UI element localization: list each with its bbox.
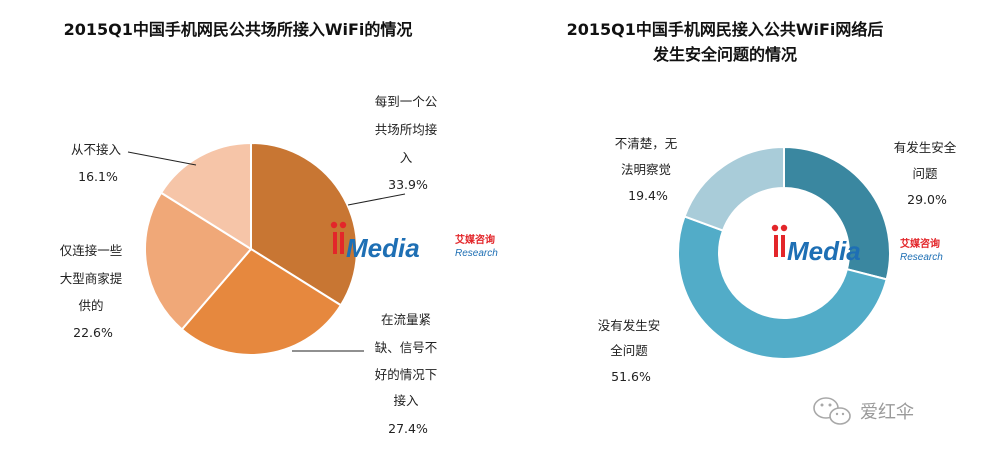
svg-text:Media: Media	[346, 233, 420, 263]
pie-slice	[180, 247, 343, 356]
label-line: 没有发生安	[598, 318, 661, 333]
label-line: 仅连接一些	[60, 243, 123, 258]
data-label: 没有发生安 全问题 51.6%	[598, 318, 665, 384]
svg-text:Media: Media	[787, 236, 861, 266]
label-percent: 16.1%	[78, 169, 118, 184]
label-line: 不清楚，无	[615, 136, 678, 151]
data-label: 每到一个公 共场所均接 入 33.9%	[375, 94, 442, 192]
data-label: 仅连接一些 大型商家提 供的 22.6%	[60, 243, 127, 340]
svg-text:Research: Research	[455, 248, 498, 259]
label-line: 接入	[394, 393, 420, 408]
label-line: 入	[400, 150, 413, 165]
label-percent: 27.4%	[388, 421, 428, 436]
data-label: 不清楚，无 法明察觉 19.4%	[615, 136, 682, 203]
label-line: 从不接入	[71, 142, 122, 157]
svg-text:艾媒咨询: 艾媒咨询	[455, 233, 495, 246]
leader-line	[127, 151, 197, 166]
label-line: 供的	[79, 298, 104, 313]
label-line: 问题	[913, 166, 939, 181]
svg-text:Research: Research	[900, 252, 943, 263]
label-line: 法明察觉	[621, 162, 671, 177]
wechat-icon	[813, 397, 851, 425]
iimedia-logo: Media 艾媒咨询 Research	[771, 224, 943, 266]
pie-slice	[677, 215, 888, 360]
label-line: 大型商家提	[60, 271, 123, 286]
donut-chart-security: 2015Q1中国手机网民接入公共WiFi网络后 发生安全问题的情况 有发生安全 …	[567, 20, 961, 384]
label-line: 共场所均接	[375, 122, 438, 137]
label-line: 全问题	[610, 343, 648, 358]
pie-chart-wifi-access: 2015Q1中国手机网民公共场所接入WiFi的情况 每到一个公 共场所均接 入 …	[60, 20, 498, 436]
leader-line	[347, 193, 406, 206]
iimedia-logo: Media 艾媒咨询 Research	[330, 221, 498, 263]
label-line: 在流量紧	[381, 312, 431, 327]
data-label: 在流量紧 缺、信号不 好的情况下 接入 27.4%	[375, 312, 442, 436]
label-percent: 33.9%	[388, 177, 428, 192]
wechat-account-name: 爱红伞	[860, 402, 914, 423]
wechat-account-badge: 爱红伞	[813, 397, 914, 425]
chart-title-line: 2015Q1中国手机网民接入公共WiFi网络后	[567, 20, 884, 39]
label-percent: 29.0%	[907, 192, 947, 207]
label-percent: 22.6%	[73, 325, 113, 340]
label-percent: 51.6%	[611, 369, 651, 384]
pie-slice	[144, 191, 253, 331]
label-line: 有发生安全	[894, 140, 957, 155]
label-line: 好的情况下	[375, 367, 438, 382]
label-line: 每到一个公	[375, 94, 438, 109]
pie-slice	[783, 145, 891, 281]
pie-slice	[159, 141, 252, 251]
chart-title: 2015Q1中国手机网民公共场所接入WiFi的情况	[64, 20, 413, 39]
data-label: 从不接入 16.1%	[71, 142, 125, 184]
data-label: 有发生安全 问题 29.0%	[894, 140, 961, 207]
label-line: 缺、信号不	[375, 340, 438, 355]
pie-slice	[683, 145, 785, 232]
chart-title-line: 发生安全问题的情况	[652, 45, 797, 64]
label-percent: 19.4%	[628, 188, 668, 203]
svg-text:艾媒咨询: 艾媒咨询	[900, 237, 940, 250]
